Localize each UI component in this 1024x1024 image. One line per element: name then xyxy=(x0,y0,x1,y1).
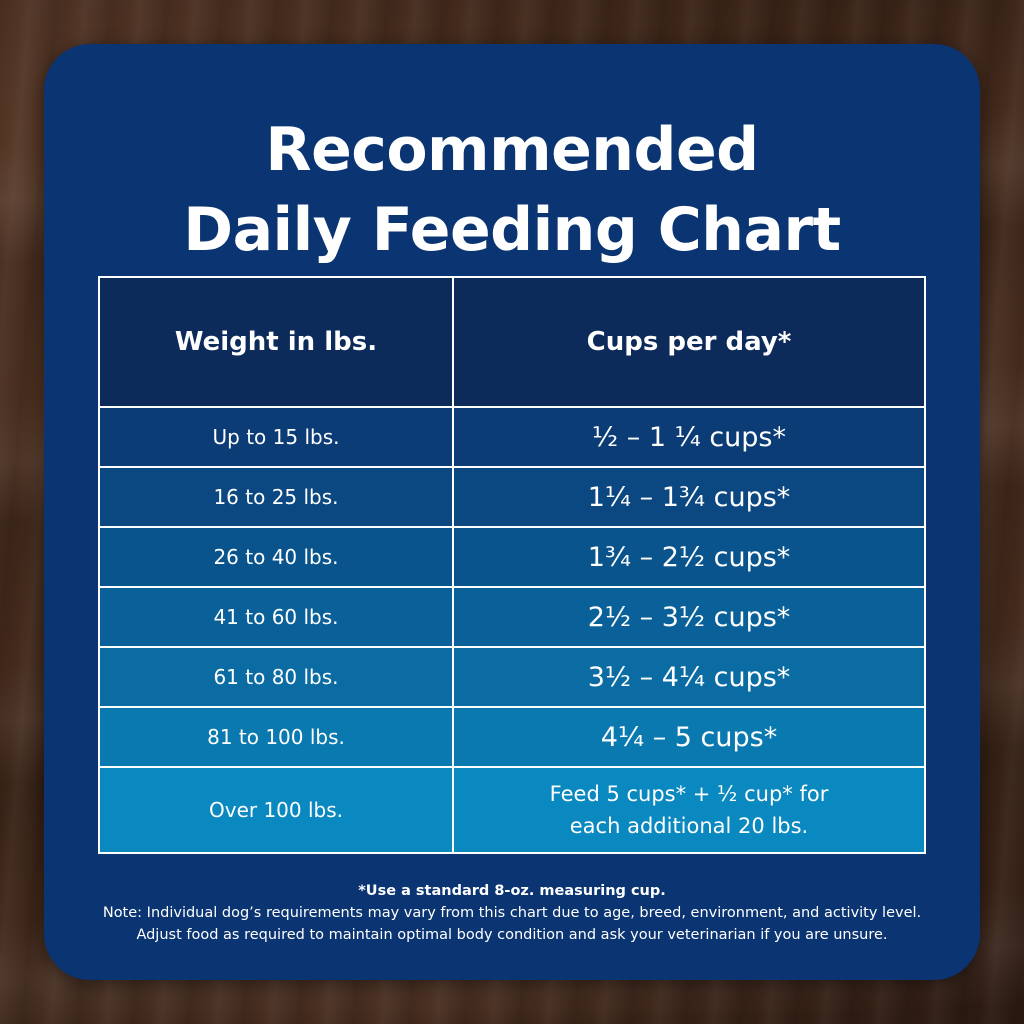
cups-cell: Feed 5 cups* + ½ cup* for each additiona… xyxy=(452,766,926,854)
cups-cell: 3½ – 4¼ cups* xyxy=(452,646,926,708)
cups-line-2: each additional 20 lbs. xyxy=(569,814,809,838)
cups-cell: 1¾ – 2½ cups* xyxy=(452,526,926,588)
footnote-note: Note: Individual dog’s requirements may … xyxy=(102,905,922,921)
cups-line-1: Feed 5 cups* + ½ cup* for xyxy=(549,782,829,806)
footnote: *Use a standard 8-oz. measuring cup. Not… xyxy=(44,880,980,946)
chart-title: Recommended Daily Feeding Chart xyxy=(44,110,980,270)
table-row: Over 100 lbs. Feed 5 cups* + ½ cup* for … xyxy=(98,766,926,854)
table-header-row: Weight in lbs. Cups per day* xyxy=(98,276,926,408)
cups-cell: 1¼ – 1¾ cups* xyxy=(452,466,926,528)
header-weight: Weight in lbs. xyxy=(98,276,454,408)
table-row: 61 to 80 lbs. 3½ – 4¼ cups* xyxy=(98,646,926,708)
cups-cell: ½ – 1 ¼ cups* xyxy=(452,406,926,468)
table-row: 81 to 100 lbs. 4¼ – 5 cups* xyxy=(98,706,926,768)
table-row: Up to 15 lbs. ½ – 1 ¼ cups* xyxy=(98,406,926,468)
feeding-table: Weight in lbs. Cups per day* Up to 15 lb… xyxy=(98,276,926,854)
cups-cell: 4¼ – 5 cups* xyxy=(452,706,926,768)
footnote-adjust: Adjust food as required to maintain opti… xyxy=(136,927,888,943)
table-row: 16 to 25 lbs. 1¼ – 1¾ cups* xyxy=(98,466,926,528)
weight-cell: Over 100 lbs. xyxy=(98,766,454,854)
weight-cell: 81 to 100 lbs. xyxy=(98,706,454,768)
title-line-1: Recommended xyxy=(265,115,759,185)
feeding-chart-card: Recommended Daily Feeding Chart Weight i… xyxy=(44,44,980,980)
cups-cell: 2½ – 3½ cups* xyxy=(452,586,926,648)
weight-cell: 61 to 80 lbs. xyxy=(98,646,454,708)
table-row: 41 to 60 lbs. 2½ – 3½ cups* xyxy=(98,586,926,648)
table-row: 26 to 40 lbs. 1¾ – 2½ cups* xyxy=(98,526,926,588)
weight-cell: 16 to 25 lbs. xyxy=(98,466,454,528)
header-cups: Cups per day* xyxy=(452,276,926,408)
weight-cell: Up to 15 lbs. xyxy=(98,406,454,468)
title-line-2: Daily Feeding Chart xyxy=(183,195,841,265)
weight-cell: 26 to 40 lbs. xyxy=(98,526,454,588)
weight-cell: 41 to 60 lbs. xyxy=(98,586,454,648)
footnote-measuring-cup: *Use a standard 8-oz. measuring cup. xyxy=(358,883,666,899)
